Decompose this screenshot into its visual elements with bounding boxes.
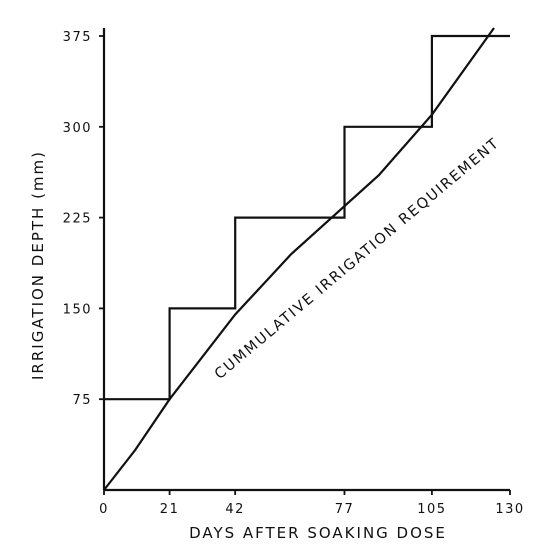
x-tick-label: 21 xyxy=(160,502,180,517)
y-tick-label: 375 xyxy=(63,30,92,45)
x-tick-label: 130 xyxy=(495,502,524,517)
x-tick-label: 105 xyxy=(417,502,446,517)
y-tick-label: 150 xyxy=(63,302,92,317)
x-tick-label: 0 xyxy=(99,502,109,517)
ticks: 75 150 225 300 375 0 21 42 77 105 130 xyxy=(63,30,524,517)
x-axis-title: DAYS AFTER SOAKING DOSE xyxy=(189,524,447,542)
axes xyxy=(102,28,510,492)
y-tick-label: 300 xyxy=(63,121,92,136)
x-tick-label: 77 xyxy=(335,502,355,517)
y-axis-title: IRRIGATION DEPTH (mm) xyxy=(29,150,47,380)
step-series-line xyxy=(104,34,510,401)
y-tick-label: 225 xyxy=(63,212,92,227)
x-tick-label: 42 xyxy=(225,502,245,517)
y-tick-label: 75 xyxy=(72,393,92,408)
cumulative-requirement-line xyxy=(103,27,495,491)
series-layer xyxy=(103,27,510,491)
annotation-cumulative: CUMMULATIVE IRRIGATION REQUIREMENT xyxy=(212,135,503,383)
